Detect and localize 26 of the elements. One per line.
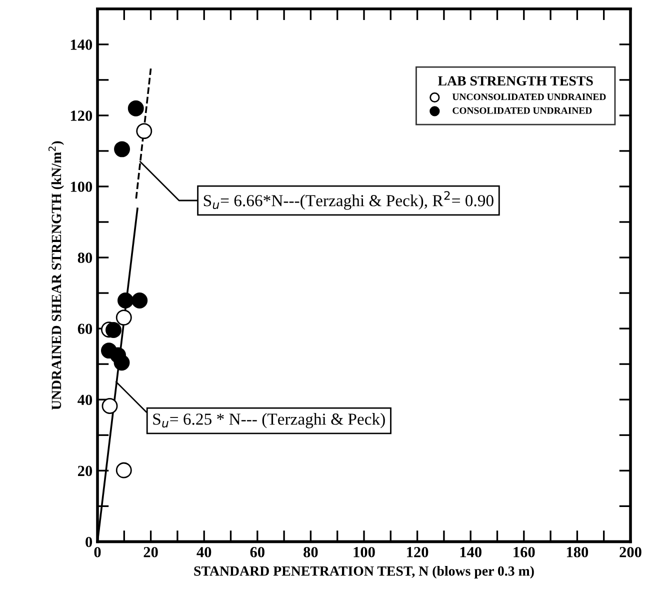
x-tick-label: 180	[566, 546, 588, 558]
legend-label: UNCONSOLIDATED UNDRAINED	[452, 94, 606, 100]
legend-label: CONSOLIDATED UNDRAINED	[452, 107, 592, 114]
x-tick-label: 100	[354, 546, 375, 558]
x-tick-label: 20	[144, 546, 158, 558]
y-tick-label: 120	[70, 110, 92, 121]
x-tick-label: 40	[196, 546, 212, 558]
x-tick-label: 120	[407, 546, 428, 558]
y-tick-label: 40	[78, 394, 92, 406]
x-tick-label: 60	[250, 546, 264, 558]
annotation: S$_{u}$= 6.25 * N--- (Terzaghi & Peck)	[153, 413, 385, 428]
y-tick-label: 0	[86, 536, 92, 548]
x-tick-label: 0	[94, 546, 101, 558]
y-tick-label: 20	[78, 466, 92, 476]
x-tick-label: 80	[304, 546, 318, 558]
y-tick-label: 100	[70, 182, 92, 192]
y-tick-label: 60	[78, 324, 92, 334]
annotation: S$_{u}$= 6.66*N---(Terzaghi & Peck), R$^{2}$= 0.90	[204, 191, 494, 210]
legend-title: LAB STRENGTH TESTS	[438, 76, 593, 86]
y-axis-title: UNDRAINED SHEAR STRENGTH (kN/m$^{2}$)	[48, 141, 64, 410]
y-tick-label: 80	[78, 252, 92, 263]
y-tick-label: 140	[70, 40, 92, 50]
x-axis-title: STANDARD PENETRATION TEST, N (blows per 0.3 m)	[194, 566, 534, 579]
x-tick-label: 200	[620, 546, 642, 558]
x-tick-label: 140	[460, 546, 482, 558]
x-tick-label: 160	[514, 546, 535, 558]
